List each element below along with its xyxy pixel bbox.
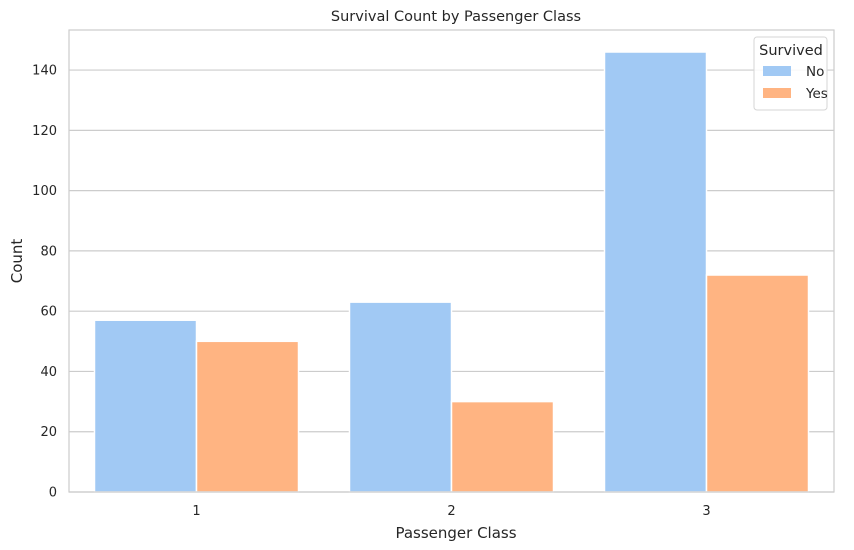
bar-no-class-3	[603, 51, 708, 493]
bar-yes-class-2	[450, 400, 555, 493]
y-tick-label: 80	[40, 244, 57, 259]
y-tick-label: 20	[40, 425, 57, 440]
y-tick-label: 120	[32, 124, 57, 139]
y-tick-label: 140	[32, 64, 57, 79]
bar-yes-class-3	[705, 274, 810, 493]
chart-title: Survival Count by Passenger Class	[331, 9, 581, 25]
x-tick-label: 2	[447, 504, 455, 519]
y-tick-labels: 0 20 40 60 80 100 120 140	[32, 64, 57, 501]
bars	[93, 51, 810, 493]
bar-no-class-1	[93, 319, 198, 493]
legend-title: Survived	[759, 43, 823, 59]
x-tick-labels: 1 2 3	[192, 504, 710, 519]
x-tick-label: 1	[192, 504, 200, 519]
y-tick-label: 100	[32, 184, 57, 199]
bar-yes-class-1	[195, 340, 300, 493]
legend-swatch-yes	[763, 88, 791, 98]
y-tick-label: 60	[40, 305, 57, 320]
bar-no-class-2	[348, 301, 453, 493]
legend: Survived No Yes	[753, 36, 828, 111]
y-axis-label: Count	[8, 239, 26, 284]
legend-label-yes: Yes	[805, 86, 828, 102]
plot-frame	[68, 29, 835, 493]
legend-label-no: No	[806, 64, 824, 80]
legend-swatch-no	[763, 66, 791, 76]
y-tick-label: 0	[49, 486, 57, 501]
y-tick-label: 40	[40, 365, 57, 380]
legend-items: No Yes	[763, 64, 828, 102]
x-tick-label: 3	[702, 504, 710, 519]
x-axis-label: Passenger Class	[395, 524, 516, 542]
